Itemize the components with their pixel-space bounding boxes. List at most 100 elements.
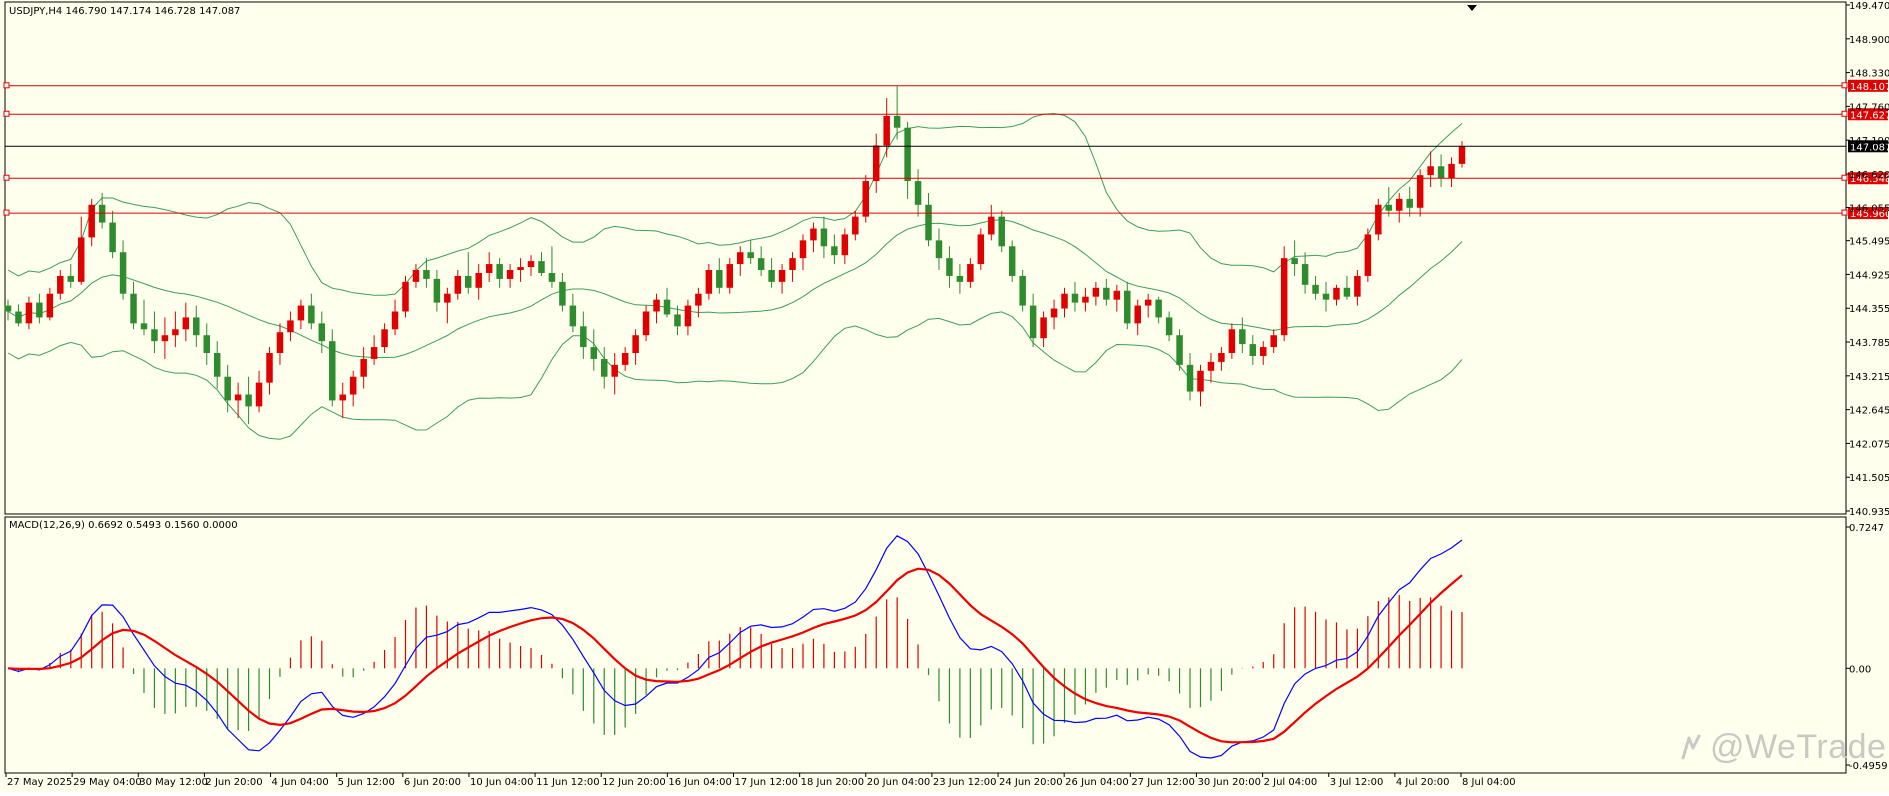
candle	[695, 287, 702, 318]
candle	[925, 192, 932, 247]
candle	[799, 234, 807, 271]
candle	[1333, 284, 1340, 306]
level-line: 145.960	[3, 207, 1889, 220]
time-axis-label: 20 Jun 04:00	[867, 777, 931, 788]
candle	[109, 210, 116, 259]
candle	[1040, 311, 1047, 348]
candle	[1375, 198, 1382, 241]
wetrade-logo-icon	[1681, 734, 1701, 760]
symbol-ohlc-header: USDJPY,H4 146.790 147.174 146.728 147.08…	[9, 6, 240, 17]
candle	[98, 192, 106, 229]
candle	[810, 222, 817, 253]
price-tick-label: 144.925	[1849, 270, 1889, 281]
candle	[862, 175, 869, 223]
level-price-tag	[1848, 79, 1888, 92]
bollinger-upper	[7, 112, 1463, 296]
candle	[15, 304, 22, 327]
price-tick-label: 147.190	[1849, 136, 1889, 147]
candle	[705, 264, 713, 300]
macd-signal-line	[7, 567, 1463, 744]
candle	[1019, 270, 1026, 312]
candle	[1364, 228, 1372, 282]
candle	[1406, 187, 1413, 217]
candle	[349, 370, 357, 407]
candle	[642, 305, 650, 342]
candle	[1270, 329, 1277, 354]
candle	[1113, 284, 1121, 312]
watermark: @WeTrade	[1680, 728, 1886, 767]
time-axis-label: 17 Jun 12:00	[735, 777, 799, 788]
candle	[402, 275, 409, 318]
current-price-line: 147.087	[5, 140, 1889, 153]
candle	[1103, 278, 1110, 306]
price-tick-label: 146.620	[1849, 170, 1889, 181]
candle	[1165, 311, 1173, 342]
candle	[580, 311, 587, 359]
candle	[433, 270, 441, 312]
time-axis-label: 30 May 12:00	[139, 777, 208, 788]
price-tick-label: 142.075	[1849, 439, 1889, 450]
macd-indicator	[7, 535, 1463, 759]
candle	[485, 252, 493, 282]
candle	[266, 347, 273, 395]
candle	[841, 228, 849, 265]
price-tick-label: 146.055	[1849, 203, 1889, 214]
candle	[1301, 252, 1309, 294]
price-tick-label: 143.215	[1849, 372, 1889, 383]
candle	[25, 296, 33, 330]
candle	[1176, 329, 1183, 371]
candle	[224, 364, 231, 413]
candle	[57, 270, 64, 300]
candle	[1239, 317, 1246, 354]
candle	[1354, 270, 1361, 306]
time-axis-label: 30 Jun 20:00	[1197, 777, 1261, 788]
candle	[1197, 364, 1204, 407]
candle	[611, 353, 618, 395]
level-price-tag	[1848, 108, 1888, 121]
price-tick-label: 145.495	[1849, 237, 1889, 248]
time-axis-label: 10 Jun 04:00	[470, 777, 534, 788]
candle	[1458, 141, 1466, 168]
price-tick-label: 147.760	[1849, 102, 1889, 113]
candle	[423, 258, 430, 288]
candle	[4, 299, 12, 321]
time-axis-label: 11 Jun 12:00	[536, 777, 600, 788]
candle	[506, 264, 514, 288]
candle	[1427, 151, 1434, 188]
candle	[1448, 157, 1455, 188]
macd-line	[7, 535, 1463, 759]
candle	[967, 258, 974, 288]
candle	[172, 311, 179, 348]
candle	[77, 216, 85, 285]
chart-shift-marker	[1467, 5, 1477, 11]
time-axis-label: 24 Jun 20:00	[999, 777, 1063, 788]
candle	[559, 272, 566, 312]
candle	[977, 228, 985, 271]
macd-tick-label: 0.00	[1849, 664, 1871, 675]
candle	[935, 228, 943, 271]
bollinger-middle	[7, 219, 1463, 358]
candle	[475, 264, 482, 300]
main-panel-frame	[4, 1, 1847, 515]
candle	[339, 382, 346, 419]
candle	[716, 258, 723, 294]
macd-panel-frame	[4, 516, 1847, 774]
price-tick-label: 148.330	[1849, 69, 1889, 80]
candle	[852, 210, 859, 241]
candle	[67, 264, 75, 288]
candle	[297, 299, 305, 330]
candle	[381, 323, 388, 354]
level-price-tag	[1848, 172, 1888, 185]
candle	[1312, 275, 1319, 300]
candle	[287, 311, 294, 342]
candle	[308, 293, 315, 330]
candle	[329, 329, 336, 407]
level-line: 148.107	[3, 79, 1889, 93]
candle	[1144, 293, 1152, 318]
candle	[276, 323, 284, 365]
candle	[1082, 287, 1089, 312]
price-tick-label: 149.470	[1849, 1, 1889, 12]
price-tick-label: 144.355	[1849, 304, 1889, 315]
current-price-tag	[1848, 140, 1888, 153]
